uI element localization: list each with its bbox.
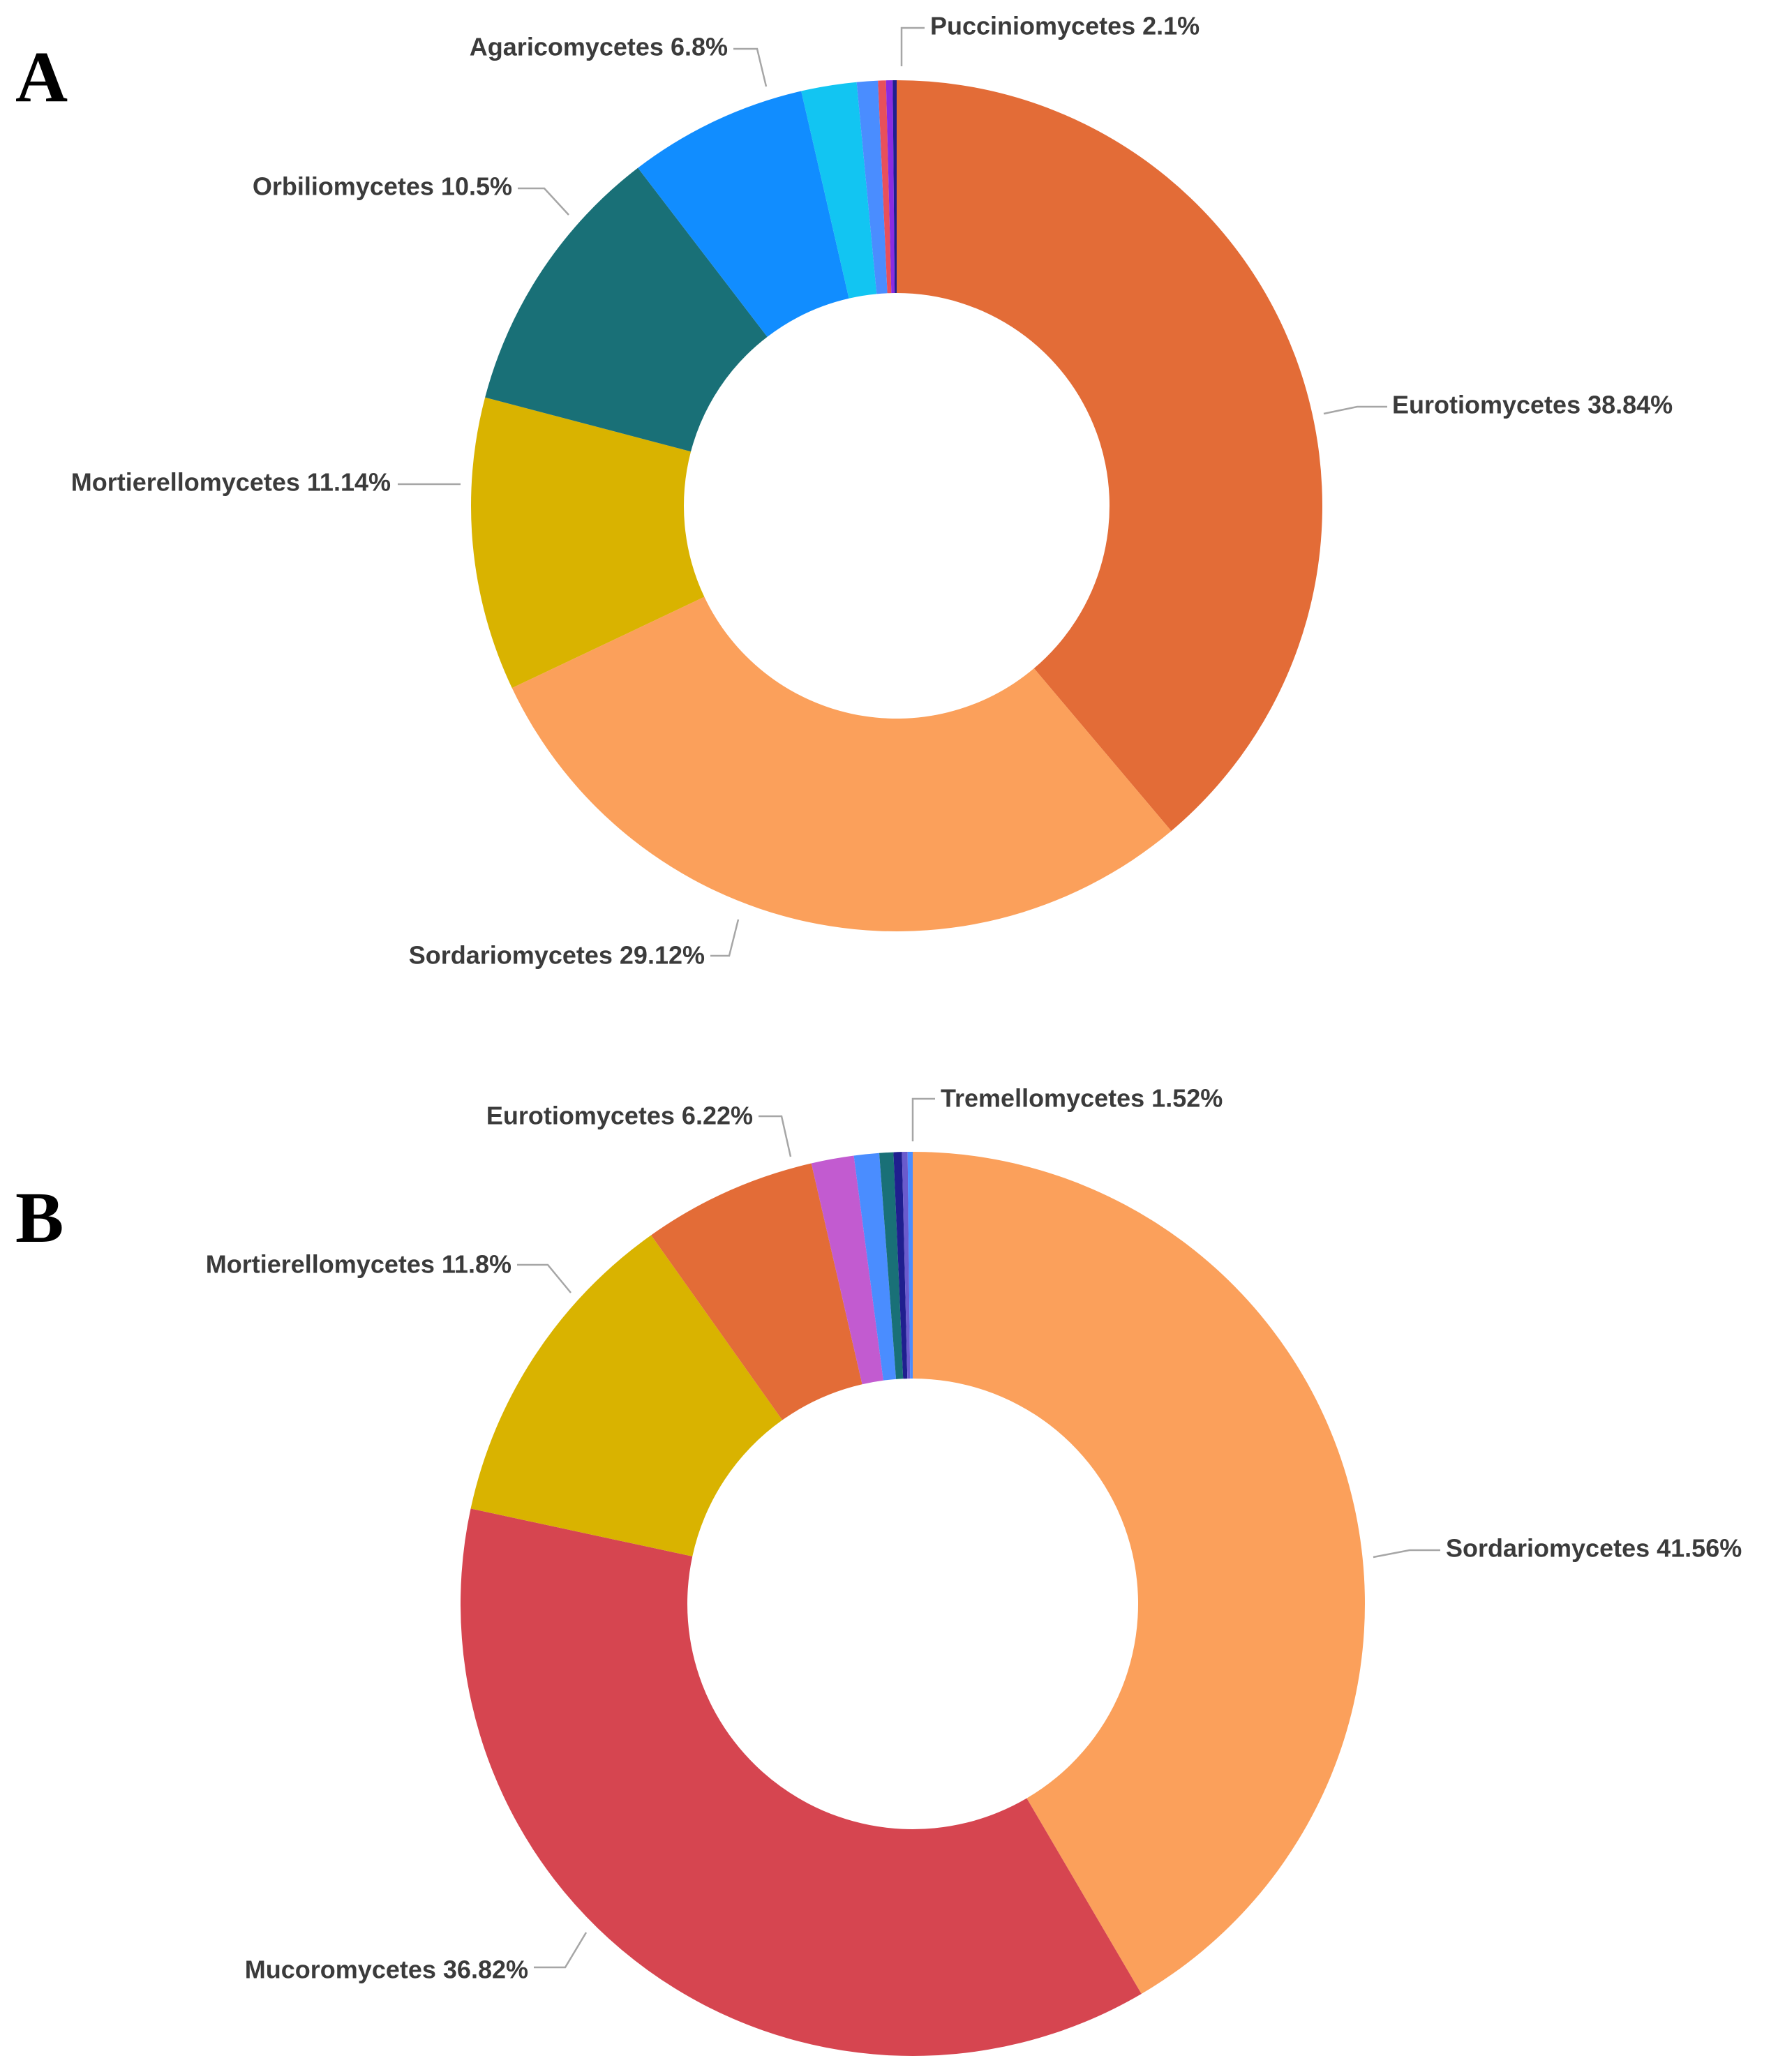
- slice-b-minor-9[interactable]: [907, 1151, 913, 1379]
- data-label-a-orbiliomycetes: Orbiliomycetes 10.5%: [253, 172, 512, 201]
- data-label-a-agaricomycetes: Agaricomycetes 6.8%: [470, 33, 728, 61]
- leader-line-b-eurotiomycetes: [759, 1115, 792, 1157]
- leader-line-a-orbiliomycetes: [518, 187, 569, 216]
- slice-a-minor-9[interactable]: [892, 80, 897, 294]
- slice-b-mortierellomycetes[interactable]: [470, 1235, 783, 1556]
- slice-b-sordariomycetes[interactable]: [913, 1152, 1365, 1994]
- leader-line-a-pucciniomycetes: [900, 27, 925, 66]
- slice-a-minor-6[interactable]: [856, 80, 888, 294]
- data-label-b-sordariomycetes: Sordariomycetes 41.56%: [1446, 1534, 1742, 1563]
- data-label-a-mortierellomycetes: Mortierellomycetes 11.14%: [71, 468, 391, 497]
- panel-label-a: A: [15, 37, 68, 117]
- leader-line-b-tremellomycetes: [911, 1097, 935, 1141]
- slice-a-mortierellomycetes[interactable]: [471, 397, 705, 689]
- leader-line-b-sordariomycetes: [1373, 1549, 1440, 1559]
- slice-a-minor-7[interactable]: [878, 80, 892, 294]
- leader-line-a-sordariomycetes: [710, 919, 740, 957]
- donut-chart-b: Sordariomycetes 41.56% Mucoromycetes 36.8…: [206, 1084, 1742, 2056]
- data-label-a-sordariomycetes: Sordariomycetes 29.12%: [409, 941, 705, 970]
- leader-line-a-eurotiomycetes: [1323, 405, 1387, 415]
- slice-a-orbiliomycetes[interactable]: [485, 167, 768, 452]
- slice-a-pucciniomycetes[interactable]: [801, 82, 877, 299]
- panel-label-b: B: [15, 1178, 64, 1258]
- slice-b-minor-8[interactable]: [902, 1152, 911, 1379]
- slice-b-eurotiomycetes[interactable]: [651, 1163, 862, 1420]
- leader-line-a-agaricomycetes: [733, 47, 768, 87]
- slice-b-mucoromycetes[interactable]: [461, 1508, 1142, 2056]
- slice-b-minor-5[interactable]: [853, 1153, 897, 1381]
- data-label-a-pucciniomycetes: Pucciniomycetes 2.1%: [930, 12, 1200, 40]
- slice-b-minor-7[interactable]: [893, 1152, 908, 1379]
- slice-a-minor-8[interactable]: [886, 80, 895, 294]
- data-label-b-eurotiomycetes: Eurotiomycetes 6.22%: [486, 1102, 753, 1130]
- slice-a-agaricomycetes[interactable]: [638, 91, 849, 337]
- donut-chart-a: Eurotiomycetes 38.84% Sordariomycetes 29.…: [71, 12, 1673, 970]
- slice-b-minor-6[interactable]: [879, 1152, 904, 1379]
- slice-a-eurotiomycetes[interactable]: [897, 80, 1322, 832]
- slice-a-sordariomycetes[interactable]: [511, 596, 1172, 931]
- slice-b-tremellomycetes[interactable]: [811, 1155, 883, 1385]
- data-label-a-eurotiomycetes: Eurotiomycetes 38.84%: [1392, 391, 1673, 419]
- leader-line-b-mucoromycetes: [534, 1932, 588, 1969]
- data-label-b-tremellomycetes: Tremellomycetes 1.52%: [941, 1084, 1223, 1113]
- leader-line-b-mortierellomycetes: [517, 1263, 572, 1293]
- data-label-b-mucoromycetes: Mucoromycetes 36.82%: [245, 1955, 528, 1984]
- data-label-b-mortierellomycetes: Mortierellomycetes 11.8%: [206, 1250, 511, 1279]
